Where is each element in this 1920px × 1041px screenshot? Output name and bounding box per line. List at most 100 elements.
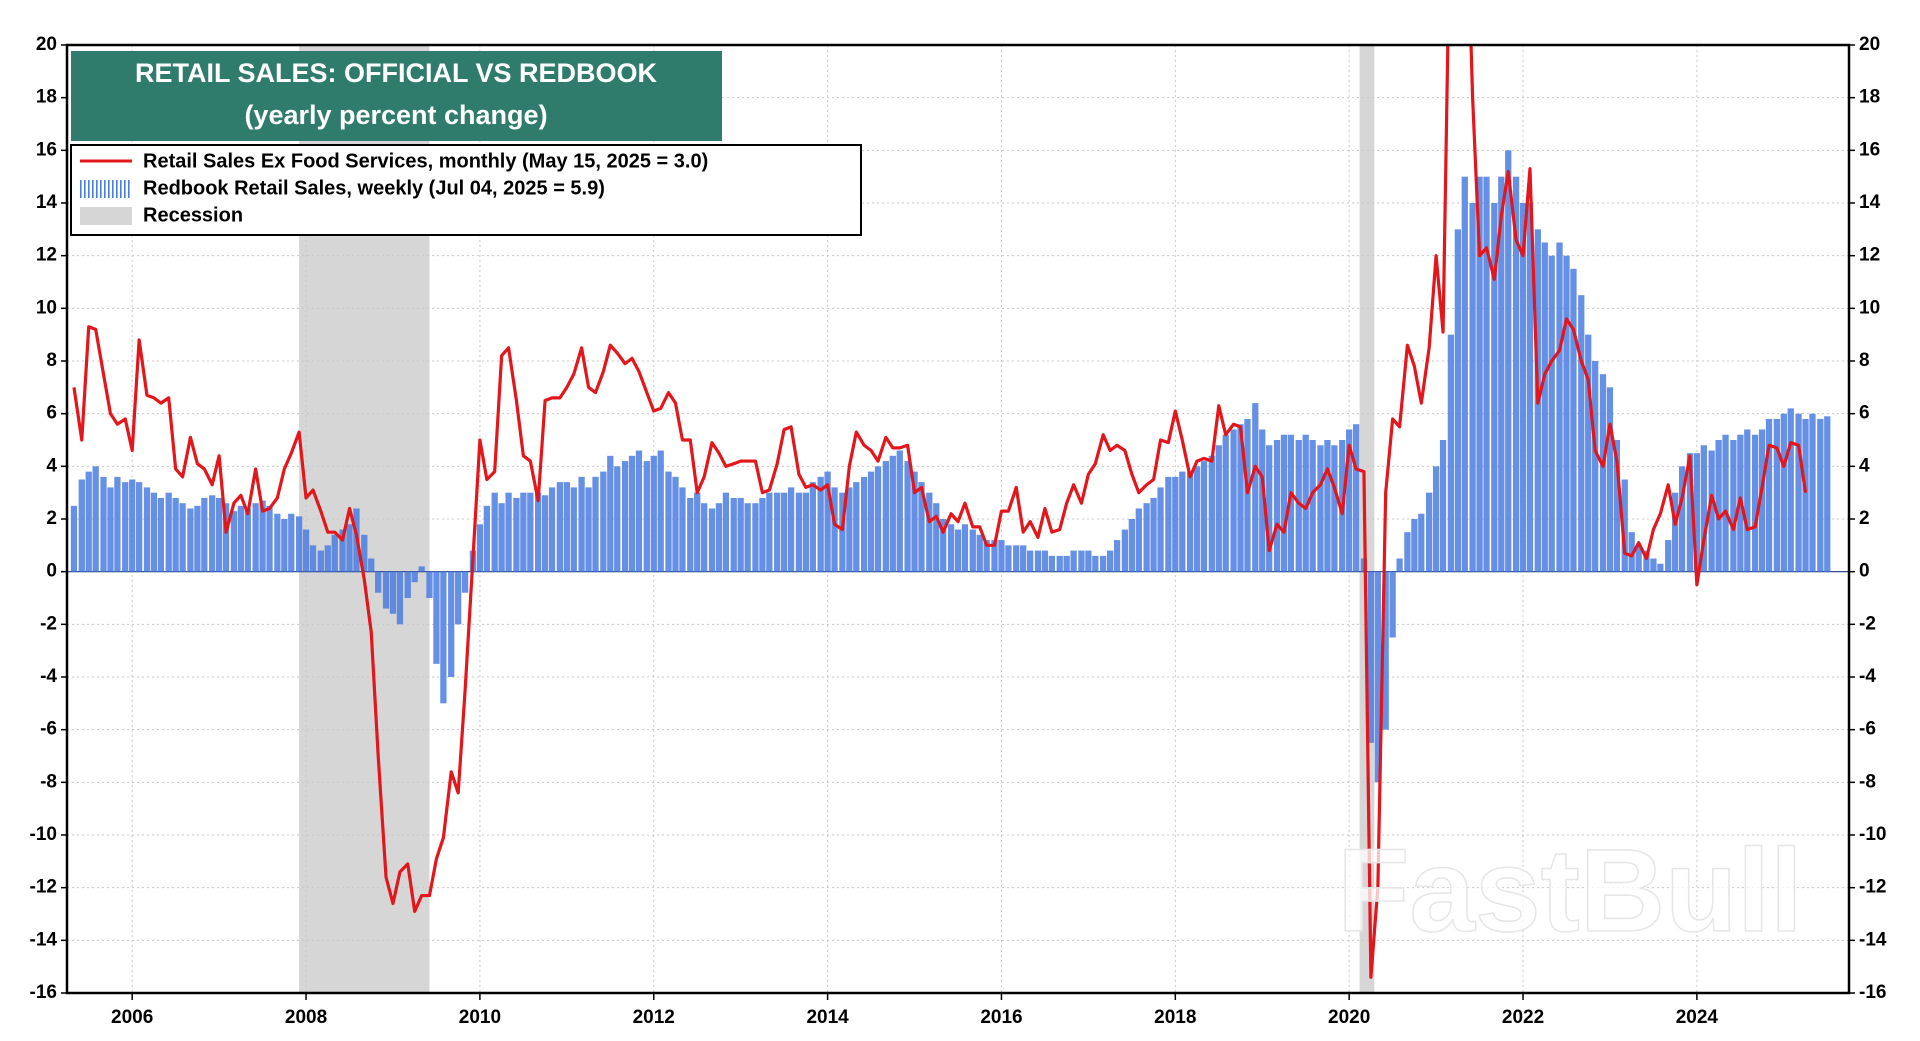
bar	[1802, 418, 1809, 572]
y2-tick-label: -2	[1859, 613, 1876, 634]
bar	[302, 529, 310, 572]
y-tick-label: 14	[36, 192, 58, 213]
bar	[1795, 413, 1802, 572]
bar	[831, 487, 838, 572]
x-tick-label: 2016	[980, 1007, 1022, 1028]
bar	[969, 529, 976, 572]
bar	[194, 505, 201, 572]
bar	[737, 497, 744, 572]
bar	[1374, 571, 1381, 783]
bar	[1432, 466, 1440, 572]
bar	[1382, 571, 1389, 730]
bar	[787, 487, 795, 572]
bar	[1578, 295, 1585, 572]
y-tick-label: 4	[46, 455, 57, 476]
bar	[252, 503, 259, 572]
bar	[991, 540, 998, 572]
bar	[1780, 413, 1787, 572]
bar	[1469, 203, 1476, 572]
bar	[1563, 255, 1570, 572]
line-layer	[72, 45, 1808, 979]
bar	[998, 540, 1005, 572]
bar	[1512, 176, 1520, 572]
bar	[440, 571, 447, 704]
bar	[1252, 403, 1259, 572]
bar	[215, 497, 223, 572]
bar	[1541, 242, 1548, 572]
bar	[940, 519, 947, 572]
bar	[1556, 242, 1563, 572]
bar	[114, 476, 121, 572]
bar	[266, 505, 273, 572]
bar	[136, 482, 143, 572]
y-tick-label: 8	[46, 350, 57, 371]
y-tick-label: -8	[40, 771, 57, 792]
bar	[1078, 550, 1085, 572]
bar	[1505, 150, 1512, 572]
bar	[172, 497, 179, 572]
bar	[222, 503, 230, 572]
bar	[1730, 440, 1737, 572]
bar	[1113, 540, 1121, 572]
bar	[1686, 453, 1694, 572]
legend-label: Redbook Retail Sales, weekly (Jul 04, 20…	[143, 177, 605, 199]
bar	[1100, 555, 1107, 572]
bar	[911, 471, 918, 572]
bar	[411, 571, 418, 583]
bar	[621, 461, 629, 572]
bar	[1447, 334, 1455, 572]
bar	[1186, 471, 1194, 572]
bar	[324, 545, 331, 572]
bar	[382, 571, 390, 609]
bar	[817, 476, 824, 572]
bar	[448, 571, 455, 677]
bar	[1063, 555, 1070, 572]
bar	[1034, 550, 1042, 572]
bar	[570, 487, 577, 572]
x-tick-label: 2006	[111, 1007, 153, 1028]
bar	[1773, 418, 1780, 572]
bar	[635, 450, 643, 572]
y-tick-label: -2	[40, 613, 57, 634]
bar	[1483, 176, 1490, 572]
bar	[795, 492, 803, 572]
bar	[1244, 418, 1251, 572]
bar	[295, 516, 303, 572]
y-tick-label: -10	[30, 824, 57, 845]
y-tick-label: 18	[36, 87, 57, 108]
bar	[1657, 563, 1664, 572]
bar	[1106, 550, 1114, 572]
bar	[1643, 550, 1650, 572]
bar	[1193, 466, 1201, 572]
bar	[201, 497, 208, 572]
bar	[556, 482, 564, 572]
y2-tick-label: -14	[1859, 929, 1887, 950]
bar	[1295, 440, 1302, 572]
bar	[722, 492, 730, 572]
y-tick-label: 16	[36, 139, 57, 160]
bar	[483, 505, 490, 572]
x-tick-label: 2012	[633, 1007, 675, 1028]
bar	[527, 492, 534, 572]
bar	[339, 529, 346, 572]
y2-tick-label: -10	[1859, 824, 1886, 845]
bar	[715, 503, 723, 572]
bar	[1027, 550, 1034, 572]
bar	[455, 571, 462, 625]
bar	[824, 471, 831, 572]
x-tick-label: 2014	[806, 1007, 849, 1028]
bar	[309, 545, 317, 572]
bar	[1665, 540, 1672, 572]
y-tick-label: -6	[40, 719, 57, 740]
bar	[1700, 445, 1707, 572]
bar	[752, 503, 759, 572]
y2-tick-label: 20	[1859, 34, 1880, 55]
y2-tick-label: -12	[1859, 877, 1886, 898]
y-tick-label: 6	[46, 403, 57, 424]
bar	[1135, 508, 1142, 572]
bar	[179, 503, 186, 572]
bar	[1287, 434, 1295, 572]
y2-tick-label: 0	[1859, 561, 1870, 582]
bar	[389, 571, 397, 614]
bar	[766, 492, 773, 572]
